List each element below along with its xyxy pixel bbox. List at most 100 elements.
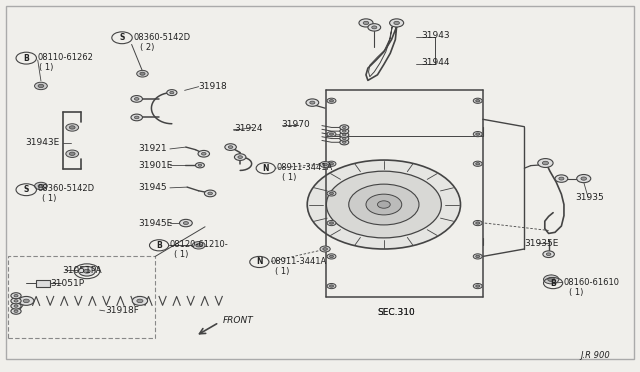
Text: S: S	[24, 185, 29, 194]
Circle shape	[19, 296, 34, 305]
Circle shape	[340, 140, 349, 145]
Text: 31051PA: 31051PA	[63, 266, 102, 275]
Text: J.R 900: J.R 900	[581, 351, 611, 360]
Text: ( 1): ( 1)	[275, 267, 290, 276]
Circle shape	[134, 116, 139, 119]
Text: FRONT: FRONT	[223, 316, 253, 325]
Circle shape	[476, 222, 480, 224]
Text: 31945: 31945	[138, 183, 166, 192]
Circle shape	[327, 191, 336, 196]
Text: 08160-61610: 08160-61610	[564, 278, 620, 287]
Circle shape	[559, 177, 564, 180]
Text: N: N	[262, 164, 269, 173]
Text: B: B	[24, 54, 29, 62]
Circle shape	[234, 154, 246, 160]
Circle shape	[140, 72, 145, 75]
Text: B: B	[156, 241, 162, 250]
Circle shape	[366, 194, 402, 215]
Text: ( 2): ( 2)	[140, 42, 154, 51]
Circle shape	[66, 124, 79, 131]
Circle shape	[326, 171, 442, 238]
Circle shape	[306, 99, 319, 106]
Circle shape	[342, 126, 346, 128]
Text: 31924: 31924	[234, 124, 262, 133]
Circle shape	[198, 150, 209, 157]
Text: 08110-61262: 08110-61262	[38, 53, 93, 62]
Circle shape	[179, 219, 192, 227]
Circle shape	[342, 130, 346, 132]
Circle shape	[538, 158, 553, 167]
Circle shape	[35, 82, 47, 90]
Text: S: S	[119, 33, 125, 42]
Circle shape	[327, 132, 336, 137]
Circle shape	[131, 96, 143, 102]
Text: 31943: 31943	[421, 31, 449, 41]
Circle shape	[137, 299, 143, 303]
Text: 31918: 31918	[198, 82, 227, 91]
Circle shape	[547, 253, 551, 256]
Circle shape	[196, 244, 202, 247]
Circle shape	[543, 275, 559, 284]
Circle shape	[320, 246, 330, 252]
Circle shape	[323, 163, 328, 166]
Circle shape	[198, 164, 202, 166]
Circle shape	[330, 192, 333, 195]
Circle shape	[38, 185, 44, 187]
Text: 31918F: 31918F	[105, 307, 139, 315]
Circle shape	[11, 293, 21, 299]
Text: SEC.310: SEC.310	[378, 308, 415, 317]
Circle shape	[340, 129, 349, 134]
Circle shape	[14, 305, 18, 307]
Circle shape	[327, 98, 336, 103]
Circle shape	[330, 100, 333, 102]
Circle shape	[476, 133, 480, 135]
Circle shape	[368, 24, 381, 31]
Circle shape	[330, 222, 333, 224]
Text: 08911-3441A: 08911-3441A	[270, 257, 326, 266]
Circle shape	[394, 21, 399, 25]
Text: 08360-5142D: 08360-5142D	[38, 185, 95, 193]
Circle shape	[14, 300, 18, 302]
Circle shape	[238, 156, 243, 158]
Circle shape	[79, 266, 95, 276]
Text: 31935: 31935	[575, 193, 604, 202]
Circle shape	[208, 192, 212, 195]
FancyBboxPatch shape	[6, 6, 634, 359]
Circle shape	[473, 132, 482, 137]
Circle shape	[327, 283, 336, 289]
Circle shape	[327, 161, 336, 166]
Circle shape	[192, 241, 205, 249]
Circle shape	[548, 278, 555, 281]
Circle shape	[14, 310, 18, 312]
Circle shape	[476, 100, 480, 102]
Circle shape	[11, 308, 21, 314]
Circle shape	[23, 299, 29, 303]
Circle shape	[69, 126, 75, 129]
Text: 08360-5142D: 08360-5142D	[134, 32, 191, 42]
Circle shape	[342, 141, 346, 143]
Text: ( 1): ( 1)	[282, 173, 296, 182]
Circle shape	[69, 152, 75, 155]
Text: ( 1): ( 1)	[174, 250, 189, 259]
Circle shape	[307, 160, 461, 249]
Circle shape	[320, 161, 330, 167]
Circle shape	[323, 248, 328, 250]
Circle shape	[340, 125, 349, 130]
Circle shape	[330, 285, 333, 287]
Text: 31945E: 31945E	[138, 219, 172, 228]
Circle shape	[372, 26, 377, 29]
Text: 31901E: 31901E	[138, 161, 172, 170]
Circle shape	[38, 84, 44, 87]
Circle shape	[310, 101, 315, 104]
Bar	[36, 280, 50, 287]
Circle shape	[167, 90, 177, 96]
Circle shape	[555, 175, 568, 182]
Circle shape	[132, 296, 148, 305]
Circle shape	[473, 221, 482, 226]
Circle shape	[476, 255, 480, 257]
Text: ( 1): ( 1)	[39, 63, 53, 72]
Circle shape	[195, 163, 204, 168]
Circle shape	[228, 146, 233, 148]
Circle shape	[14, 295, 18, 297]
Text: 08911-3441A: 08911-3441A	[276, 163, 333, 172]
